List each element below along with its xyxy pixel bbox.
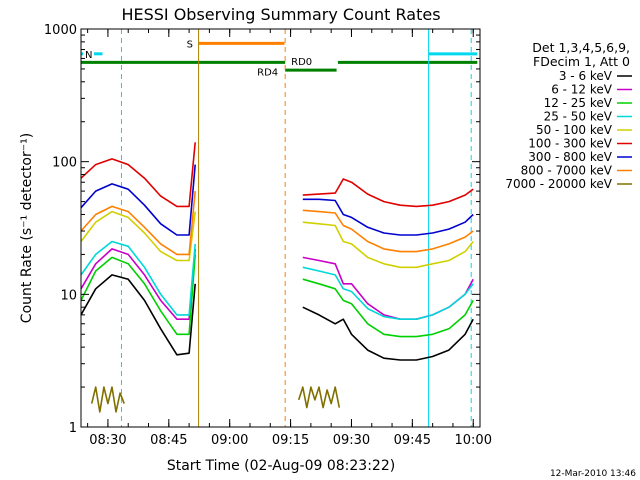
legend-label-1: 3 - 6 keV — [559, 69, 613, 83]
plot-frame — [80, 28, 481, 428]
legend-label-9: 7000 - 20000 keV — [505, 177, 612, 191]
series-line-1-segment-2 — [302, 306, 474, 361]
vertical-marker-layer — [80, 29, 472, 427]
series-line-8-segment-2 — [302, 209, 474, 253]
y-tick-label-3: 100 — [52, 156, 77, 171]
legend-label-5: 50 - 100 keV — [536, 123, 613, 137]
annotation-label-rd0: RD0 — [291, 57, 312, 68]
x-tick-label-1: 08:30 — [89, 433, 126, 448]
y-tick-label-2: 10 — [60, 288, 77, 303]
series-line-8-segment-1 — [80, 191, 196, 256]
y-axis-label: Count Rate (s⁻¹ detector⁻¹) — [19, 133, 35, 323]
legend-label-7: 300 - 800 keV — [528, 150, 612, 164]
series-layer — [80, 142, 474, 413]
annotation-label-rd4: RD4 — [257, 67, 278, 78]
y-tick-label-1: 1 — [69, 421, 77, 436]
axes-layer: 08:30 08:45 09:00 09:15 09:30 09:45 10:00 1 10 10… — [44, 23, 492, 448]
legend-label-4: 25 - 50 keV — [544, 110, 613, 124]
legend-label-2: 6 - 12 keV — [551, 83, 613, 97]
series-line-4-segment-2 — [302, 266, 474, 321]
annotation-label-s: S — [187, 39, 193, 50]
series-line-7-segment-2 — [302, 198, 474, 236]
x-tick-label-5: 09:30 — [333, 433, 370, 448]
series-line-9-segment-2 — [297, 386, 341, 409]
series-line-5-segment-2 — [302, 221, 474, 269]
y-tick-label-4: 1000 — [44, 23, 77, 38]
legend-label-8: 800 - 7000 keV — [521, 164, 613, 178]
series-line-6-segment-1 — [80, 142, 196, 208]
x-tick-label-7: 10:00 — [455, 433, 492, 448]
x-tick-label-3: 09:00 — [211, 433, 248, 448]
x-axis-label: Start Time (02-Aug-09 08:23:22) — [167, 458, 395, 474]
series-line-4-segment-1 — [80, 240, 196, 316]
x-tick-label-2: 08:45 — [150, 433, 187, 448]
series-line-3-segment-1 — [80, 254, 196, 336]
x-tick-label-4: 09:15 — [272, 433, 309, 448]
series-line-1-segment-1 — [80, 274, 196, 356]
annotation-layer: N S RD4 RD0 — [81, 39, 478, 78]
series-line-7-segment-1 — [80, 164, 196, 236]
series-line-2-segment-1 — [80, 248, 196, 321]
series-line-3-segment-2 — [302, 278, 474, 338]
series-line-5-segment-1 — [80, 210, 196, 262]
footer-timestamp: 12-Mar-2010 13:46 — [550, 469, 636, 479]
chart-title: HESSI Observing Summary Count Rates — [121, 5, 440, 24]
series-line-6-segment-2 — [302, 178, 474, 208]
legend-label-3: 12 - 25 keV — [544, 96, 613, 110]
annotation-label-n: N — [85, 50, 92, 61]
legend-header-line-1: Det 1,3,4,5,6,9, — [532, 40, 630, 55]
legend-label-6: 100 - 300 keV — [528, 137, 612, 151]
series-line-2-segment-2 — [302, 256, 474, 321]
series-line-9-segment-1 — [90, 386, 125, 413]
x-tick-label-6: 09:45 — [394, 433, 431, 448]
legend-header-line-2: FDecim 1, Att 0 — [533, 54, 630, 69]
